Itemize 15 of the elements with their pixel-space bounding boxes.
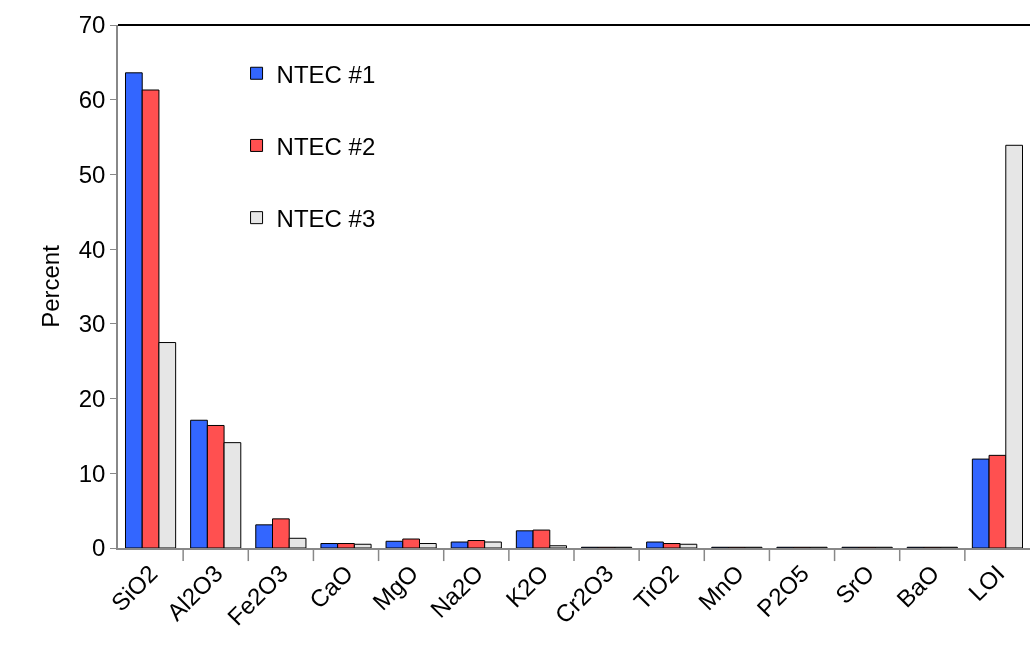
y-tick-label: 30 <box>78 310 106 338</box>
x-tick-label: SrO <box>829 559 880 609</box>
y-axis-title: Percent <box>37 244 65 328</box>
y-tick-label: 10 <box>78 459 106 487</box>
x-tick-label: CaO <box>304 559 359 614</box>
y-tick-label: 50 <box>78 160 106 188</box>
legend-label: NTEC #2 <box>276 132 376 160</box>
y-tick-label: 20 <box>78 384 106 412</box>
y-tick-label: 40 <box>78 235 106 263</box>
y-tick-label: 60 <box>78 86 106 114</box>
y-tick-label: 0 <box>92 534 106 562</box>
y-tick-label: 70 <box>78 11 106 39</box>
legend-label: NTEC #3 <box>276 205 376 233</box>
x-tick-label: LOI <box>963 559 1010 606</box>
legend-label: NTEC #1 <box>276 60 376 88</box>
